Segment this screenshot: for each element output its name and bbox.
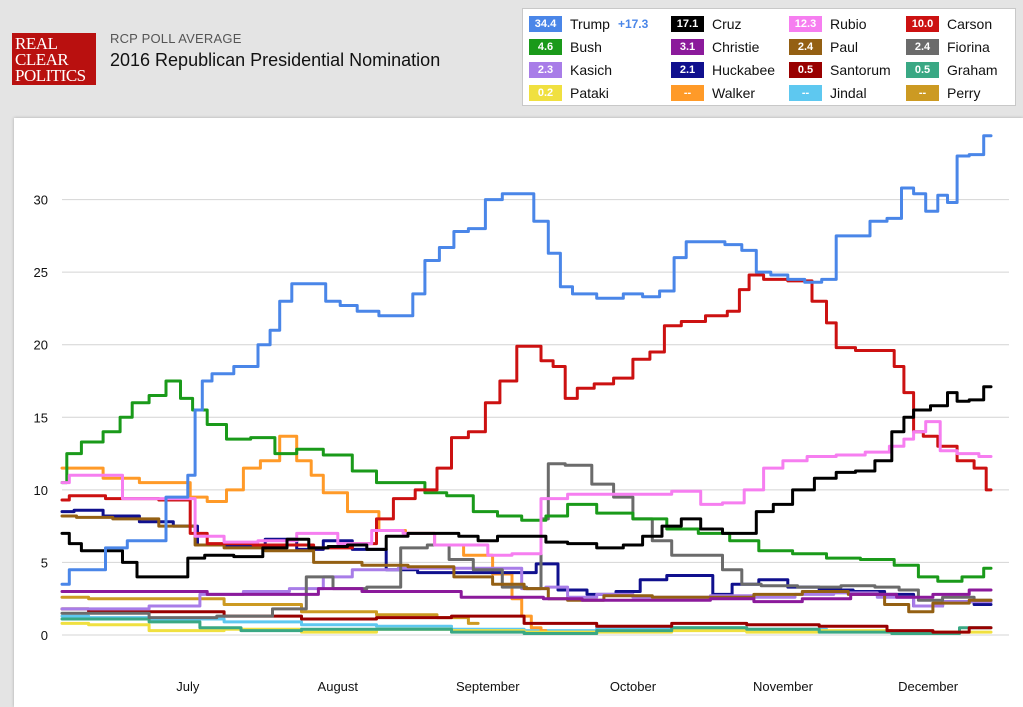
series-line-rubio [60, 420, 993, 557]
logo-line: REAL [15, 34, 58, 53]
legend-value-badge: 12.3 [789, 16, 822, 32]
y-tick-label: 10 [34, 483, 48, 498]
legend-candidate-name: Carson [947, 16, 993, 32]
series-line-fiorina [60, 462, 993, 620]
legend-value-badge: 0.5 [789, 62, 822, 78]
legend-value-badge: 0.2 [529, 85, 562, 101]
x-tick-label: August [318, 679, 359, 694]
legend-item-jindal[interactable]: -- Jindal [789, 83, 867, 103]
series-line-bush [60, 379, 993, 583]
legend-value-badge: 2.4 [906, 39, 939, 55]
legend-value-badge: 3.1 [671, 39, 704, 55]
legend-spread: +17.3 [617, 17, 649, 31]
x-tick-label: July [176, 679, 200, 694]
legend-item-huckabee[interactable]: 2.1 Huckabee [671, 60, 775, 80]
legend-candidate-name: Perry [947, 85, 981, 101]
legend-item-perry[interactable]: -- Perry [906, 83, 980, 103]
legend-value-badge: 34.4 [529, 16, 562, 32]
legend-value-badge: 17.1 [671, 16, 704, 32]
legend-item-trump[interactable]: 34.4 Trump +17.3 [529, 14, 648, 34]
legend-item-fiorina[interactable]: 2.4 Fiorina [906, 37, 990, 57]
legend-candidate-name: Christie [712, 39, 760, 55]
y-tick-label: 0 [41, 628, 48, 643]
rcp-logo[interactable]: REAL CLEAR POLITICS [12, 33, 96, 85]
legend-item-graham[interactable]: 0.5 Graham [906, 60, 998, 80]
chart-header: REAL CLEAR POLITICS RCP POLL AVERAGE 201… [0, 0, 1023, 112]
legend-item-pataki[interactable]: 0.2 Pataki [529, 83, 609, 103]
legend-candidate-name: Fiorina [947, 39, 990, 55]
y-tick-label: 30 [34, 193, 48, 208]
series-line-graham [60, 617, 993, 635]
x-tick-label: December [898, 679, 959, 694]
legend-candidate-name: Huckabee [712, 62, 776, 78]
legend-item-rubio[interactable]: 12.3 Rubio [789, 14, 867, 34]
legend-candidate-name: Jindal [830, 85, 867, 101]
legend-candidate-name: Kasich [570, 62, 613, 78]
chart-title: 2016 Republican Presidential Nomination [110, 50, 441, 70]
logo-line: CLEAR [15, 50, 69, 69]
y-tick-label: 25 [34, 265, 48, 280]
legend-value-badge: 2.4 [789, 39, 822, 55]
legend-candidate-name: Trump [570, 16, 610, 32]
logo-line: POLITICS [15, 66, 86, 85]
legend-value-badge: 4.6 [529, 39, 562, 55]
plot-area [14, 118, 1023, 707]
x-tick-label: September [456, 679, 520, 694]
series-line-cruz [60, 385, 993, 579]
legend-candidate-name: Bush [570, 39, 602, 55]
legend-item-walker[interactable]: -- Walker [671, 83, 755, 103]
legend-value-badge: 2.1 [671, 62, 704, 78]
y-tick-label: 20 [34, 338, 48, 353]
legend-value-badge: 10.0 [906, 16, 939, 32]
legend-item-bush[interactable]: 4.6 Bush [529, 37, 602, 57]
legend-item-santorum[interactable]: 0.5 Santorum [789, 60, 891, 80]
legend-item-cruz[interactable]: 17.1 Cruz [671, 14, 742, 34]
legend-candidate-name: Santorum [830, 62, 891, 78]
legend-candidate-name: Paul [830, 39, 859, 55]
legend-value-badge: 2.3 [529, 62, 562, 78]
legend-item-kasich[interactable]: 2.3 Kasich [529, 60, 612, 80]
y-tick-label: 15 [34, 410, 48, 425]
legend-candidate-name: Walker [712, 85, 756, 101]
legend: 34.4 Trump +17.3 17.1 Cruz 12.3 Rubio 10.0 Carso… [522, 8, 1016, 106]
legend-candidate-name: Graham [947, 62, 998, 78]
x-tick-label: October [610, 679, 657, 694]
legend-value-badge: -- [906, 85, 939, 101]
series-line-trump [60, 134, 993, 586]
legend-item-paul[interactable]: 2.4 Paul [789, 37, 858, 57]
legend-item-carson[interactable]: 10.0 Carson [906, 14, 992, 34]
x-tick-label: November [753, 679, 814, 694]
series-line-christie [60, 587, 993, 604]
legend-candidate-name: Cruz [712, 16, 742, 32]
legend-value-badge: -- [789, 85, 822, 101]
legend-candidate-name: Pataki [570, 85, 609, 101]
chart-subtitle: RCP POLL AVERAGE [110, 31, 242, 46]
legend-value-badge: 0.5 [906, 62, 939, 78]
legend-item-christie[interactable]: 3.1 Christie [671, 37, 759, 57]
legend-value-badge: -- [671, 85, 704, 101]
legend-candidate-name: Rubio [830, 16, 867, 32]
y-tick-label: 5 [41, 555, 48, 570]
